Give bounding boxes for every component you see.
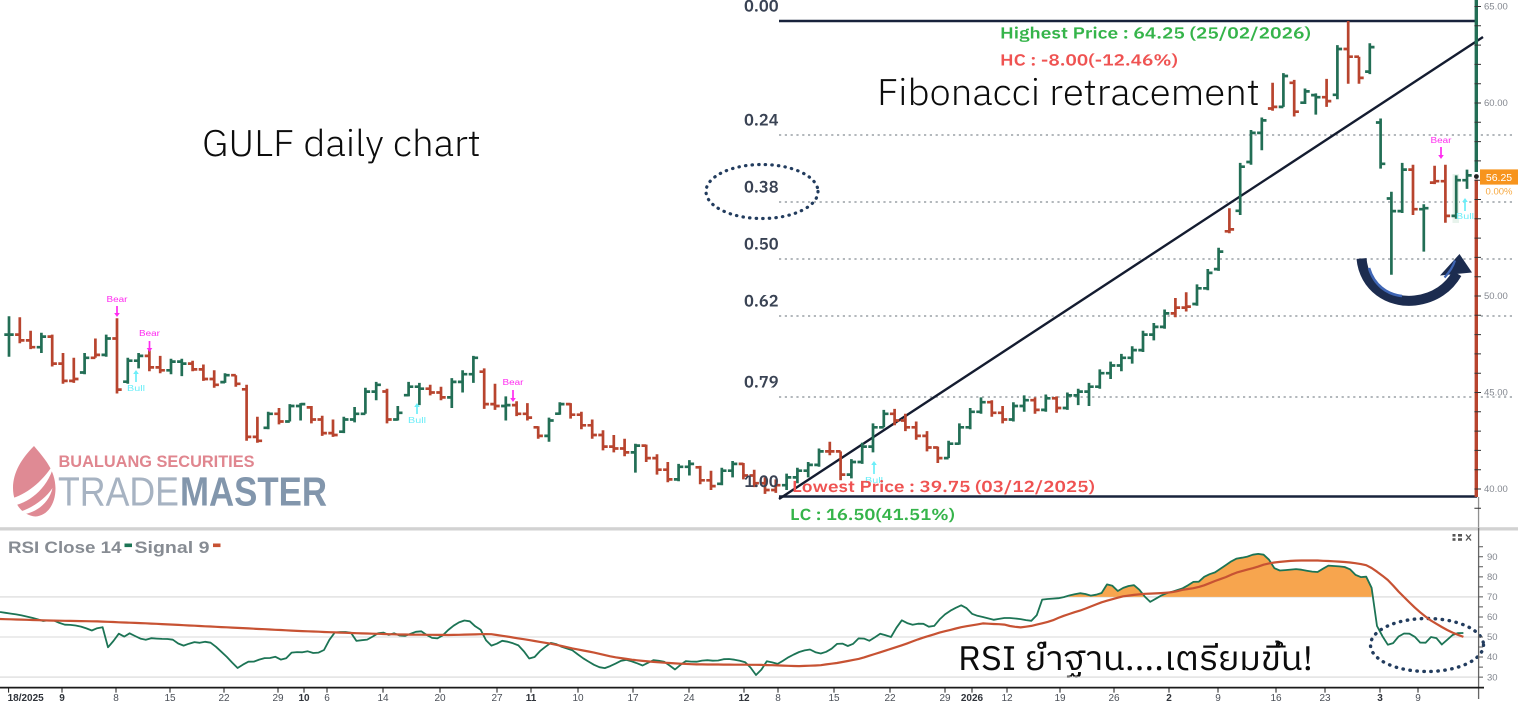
svg-text:9: 9	[1215, 693, 1221, 704]
svg-text:Bear: Bear	[1431, 136, 1452, 145]
svg-text:8: 8	[113, 693, 119, 704]
svg-text:9: 9	[1415, 693, 1421, 704]
svg-text:50.00: 50.00	[1484, 291, 1508, 302]
svg-text:24: 24	[683, 693, 695, 704]
svg-text:16: 16	[1270, 693, 1282, 704]
svg-text:9: 9	[59, 693, 65, 704]
svg-text:26: 26	[1108, 693, 1120, 704]
svg-text:12: 12	[1001, 693, 1013, 704]
svg-text:60.00: 60.00	[1484, 98, 1508, 109]
svg-text:23: 23	[1319, 693, 1331, 704]
svg-text:30: 30	[1487, 672, 1498, 683]
svg-text:Bear: Bear	[107, 295, 128, 304]
svg-text:40: 40	[1487, 652, 1498, 663]
svg-text:14: 14	[377, 693, 389, 704]
svg-text:60: 60	[1487, 612, 1498, 623]
svg-text:Signal 9: Signal 9	[135, 538, 210, 557]
svg-text:RSI Close 14: RSI Close 14	[8, 538, 122, 557]
svg-text:65.00: 65.00	[1484, 2, 1508, 13]
svg-text:22: 22	[884, 693, 896, 704]
svg-text:70: 70	[1487, 592, 1498, 603]
svg-text:Bear: Bear	[503, 378, 524, 387]
svg-text:Bull: Bull	[865, 476, 883, 485]
svg-text:12: 12	[738, 693, 750, 704]
svg-text:22: 22	[218, 693, 230, 704]
svg-text:50: 50	[1487, 632, 1498, 643]
svg-text:27: 27	[491, 693, 503, 704]
svg-text:15: 15	[164, 693, 176, 704]
svg-text:56.25: 56.25	[1486, 172, 1512, 184]
svg-text:20: 20	[434, 693, 446, 704]
svg-text:19: 19	[1054, 693, 1066, 704]
svg-text:3: 3	[1377, 693, 1383, 704]
svg-text:15: 15	[828, 693, 840, 704]
svg-text:10: 10	[572, 693, 584, 704]
svg-text:BUALUANG SECURITIES: BUALUANG SECURITIES	[59, 453, 255, 471]
svg-text:6: 6	[324, 693, 330, 704]
svg-text:Bull: Bull	[127, 384, 145, 393]
svg-text:29: 29	[272, 693, 284, 704]
svg-text:10: 10	[298, 693, 310, 704]
svg-text:8: 8	[775, 693, 781, 704]
svg-text:Bull: Bull	[408, 416, 426, 425]
svg-text:45.00: 45.00	[1484, 388, 1508, 399]
svg-text:17: 17	[627, 693, 639, 704]
svg-text:Bear: Bear	[139, 329, 160, 338]
svg-text:29: 29	[939, 693, 951, 704]
svg-text:MASTER: MASTER	[180, 469, 327, 515]
svg-text:11: 11	[526, 693, 537, 704]
svg-text:TRADE: TRADE	[58, 469, 179, 515]
svg-text:2026: 2026	[961, 693, 984, 704]
svg-text:Bull: Bull	[1456, 212, 1474, 221]
svg-text:18/2025: 18/2025	[8, 693, 45, 704]
svg-text:80: 80	[1487, 572, 1498, 583]
svg-text:40.00: 40.00	[1484, 484, 1508, 495]
svg-text:90: 90	[1487, 552, 1498, 563]
svg-text:0.00%: 0.00%	[1486, 187, 1513, 198]
svg-text:2: 2	[1166, 693, 1172, 704]
